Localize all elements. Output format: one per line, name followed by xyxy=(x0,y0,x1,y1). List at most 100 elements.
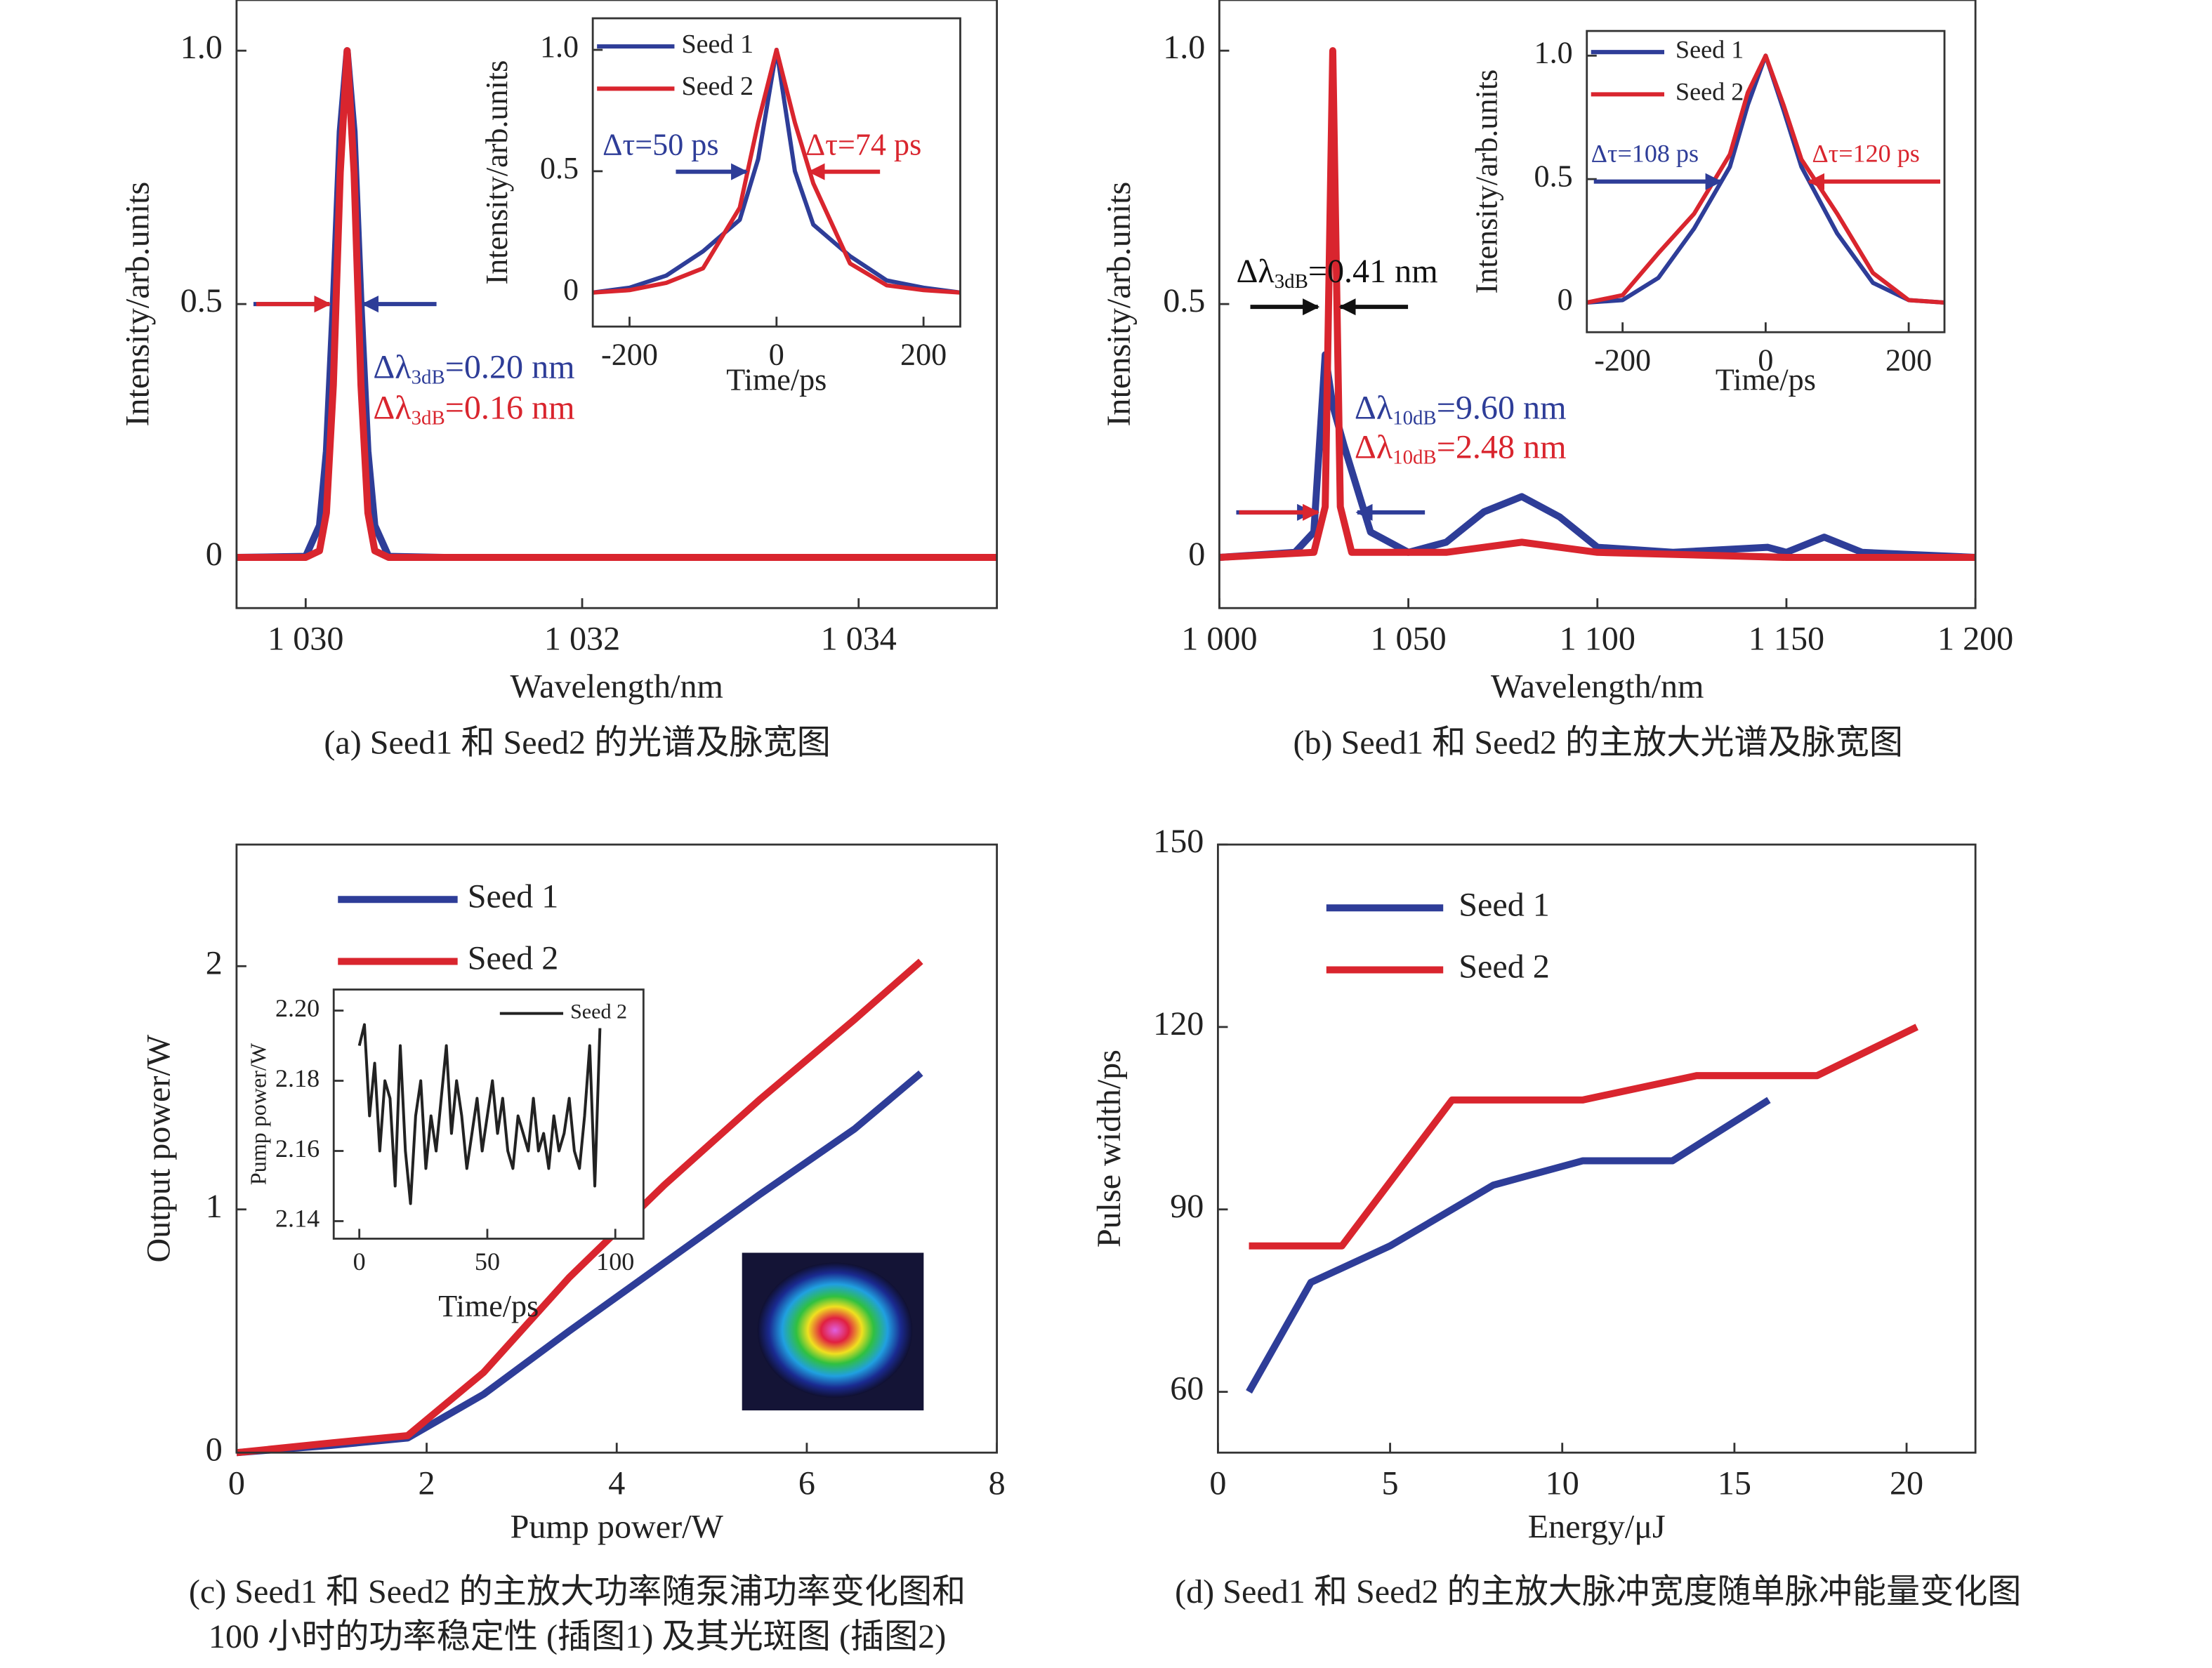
x-tick-label: -200 xyxy=(1594,343,1651,377)
series-line xyxy=(592,48,961,295)
legend-label: Seed 1 xyxy=(681,29,753,59)
x-axis-label: Wavelength/nm xyxy=(1491,668,1704,706)
annotation: Δτ=50 ps xyxy=(603,128,718,162)
x-tick-label: 1 000 xyxy=(1181,620,1257,657)
x-tick-label: 20 xyxy=(1890,1464,1923,1502)
annotation: Δλ3dB=0.16 nm xyxy=(373,390,574,430)
y-axis-label: Pulse width/ps xyxy=(1091,1050,1128,1247)
x-tick-label: 1 150 xyxy=(1749,620,1824,657)
series-line xyxy=(1219,47,1976,562)
x-tick-label: 15 xyxy=(1718,1464,1751,1502)
annotation-part: Δτ=108 ps xyxy=(1591,140,1699,168)
legend-label: Seed 2 xyxy=(468,940,559,977)
legend-label: Seed 1 xyxy=(1676,35,1744,63)
annotation-part: Δλ xyxy=(1355,429,1393,466)
annotation-part: =0.16 nm xyxy=(445,390,575,427)
series-line xyxy=(1219,351,1976,562)
annotation-part: 3dB xyxy=(412,366,445,388)
legend-label: Seed 2 xyxy=(1676,78,1744,106)
x-tick-label: 0 xyxy=(353,1247,366,1276)
annotation-part: Δλ xyxy=(1236,253,1275,290)
annotation-part: =0.41 nm xyxy=(1308,253,1438,290)
series-line xyxy=(236,47,997,562)
annotation: Δλ10dB=2.48 nm xyxy=(1355,429,1567,469)
y-tick-label: 90 xyxy=(1170,1188,1204,1225)
y-axis-label: Pump power/W xyxy=(245,1042,270,1185)
annotation-part: Δτ=74 ps xyxy=(805,128,921,162)
caption: (b) Seed1 和 Seed2 的主放大光谱及脉宽图 xyxy=(1293,724,1903,762)
x-tick-label: 50 xyxy=(475,1247,500,1276)
x-axis-label: Time/ps xyxy=(1716,363,1816,397)
plot-frame xyxy=(235,843,999,1454)
y-tick-label: 2.16 xyxy=(275,1134,320,1163)
caption: (c) Seed1 和 Seed2 的主放大功率随泵浦功率变化图和 xyxy=(189,1573,966,1610)
annotation-part: 3dB xyxy=(412,406,445,429)
x-tick-label: 0 xyxy=(1209,1464,1226,1502)
x-tick-label: 4 xyxy=(608,1464,625,1502)
annotation: Δτ=108 ps xyxy=(1591,140,1699,168)
annotation-part: =0.20 nm xyxy=(445,348,575,385)
y-tick-label: 1.0 xyxy=(1163,29,1205,66)
y-tick-label: 0.5 xyxy=(180,282,223,319)
plot-frame xyxy=(332,988,645,1240)
x-tick-label: 100 xyxy=(596,1247,634,1276)
series-line xyxy=(1586,53,1945,305)
x-axis-label: Time/ps xyxy=(438,1289,539,1323)
plot-frame xyxy=(1586,29,1946,333)
legend-label: Seed 2 xyxy=(1459,948,1550,986)
annotation-part: Δλ xyxy=(373,390,412,427)
x-axis-label: Time/ps xyxy=(726,363,827,397)
y-tick-label: 2.14 xyxy=(275,1205,320,1233)
y-tick-label: 1.0 xyxy=(180,29,223,66)
series-line xyxy=(236,958,923,1457)
annotation-part: Δτ=50 ps xyxy=(603,128,718,162)
y-tick-label: 0.5 xyxy=(540,151,579,185)
y-tick-label: 0.5 xyxy=(1163,282,1205,319)
plot-frame xyxy=(235,0,999,609)
x-tick-label: 200 xyxy=(900,337,947,371)
x-tick-label: 0 xyxy=(769,337,784,371)
x-tick-label: 10 xyxy=(1546,1464,1579,1502)
caption: (a) Seed1 和 Seed2 的光谱及脉宽图 xyxy=(324,724,831,762)
y-tick-label: 2.20 xyxy=(275,994,320,1022)
beam-spot xyxy=(757,1262,913,1398)
x-axis-label: Wavelength/nm xyxy=(511,668,723,706)
annotation: Δλ3dB=0.41 nm xyxy=(1236,253,1437,293)
x-tick-label: 8 xyxy=(989,1464,1006,1502)
annotation-part: Δλ xyxy=(373,348,412,385)
x-tick-label: 1 034 xyxy=(821,620,897,657)
x-tick-label: 6 xyxy=(798,1464,815,1502)
x-tick-label: 1 200 xyxy=(1937,620,2013,657)
plot-frame xyxy=(591,17,961,328)
x-tick-label: 200 xyxy=(1885,343,1932,377)
series-line xyxy=(357,1023,602,1205)
y-axis-label: Output power/W xyxy=(140,1034,178,1262)
x-tick-label: 1 030 xyxy=(268,620,343,657)
plot-frame xyxy=(1218,0,1977,609)
y-tick-label: 0 xyxy=(1558,282,1573,317)
y-tick-label: 0 xyxy=(206,536,223,573)
y-tick-label: 2 xyxy=(206,944,223,981)
y-tick-label: 150 xyxy=(1153,823,1204,860)
inset-background xyxy=(593,18,961,327)
y-axis-label: Intensity/arb.units xyxy=(1470,70,1504,294)
plot-frame xyxy=(1216,843,1977,1454)
y-tick-label: 0 xyxy=(1188,536,1205,573)
x-tick-label: 5 xyxy=(1382,1464,1399,1502)
annotation: Δτ=120 ps xyxy=(1812,140,1920,168)
annotation: Δτ=74 ps xyxy=(805,128,921,162)
caption: (d) Seed1 和 Seed2 的主放大脉冲宽度随单脉冲能量变化图 xyxy=(1175,1573,2021,1610)
y-axis-label: Intensity/arb.units xyxy=(1100,182,1138,427)
legend-label: Seed 1 xyxy=(468,878,559,915)
y-tick-label: 2.18 xyxy=(275,1064,320,1092)
x-tick-label: 1 100 xyxy=(1560,620,1635,657)
y-axis-label: Intensity/arb.units xyxy=(480,60,514,285)
annotation-part: Δλ xyxy=(1355,390,1393,427)
x-tick-label: 1 032 xyxy=(544,620,620,657)
y-tick-label: 0 xyxy=(206,1431,223,1468)
x-tick-label: -200 xyxy=(601,337,658,371)
annotation-part: 10dB xyxy=(1393,446,1437,468)
annotation: Δλ10dB=9.60 nm xyxy=(1355,390,1567,430)
